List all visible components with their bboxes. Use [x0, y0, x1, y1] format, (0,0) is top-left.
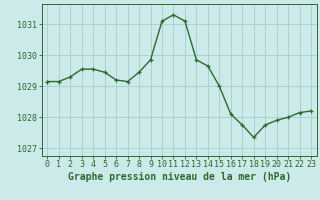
X-axis label: Graphe pression niveau de la mer (hPa): Graphe pression niveau de la mer (hPa)	[68, 172, 291, 182]
